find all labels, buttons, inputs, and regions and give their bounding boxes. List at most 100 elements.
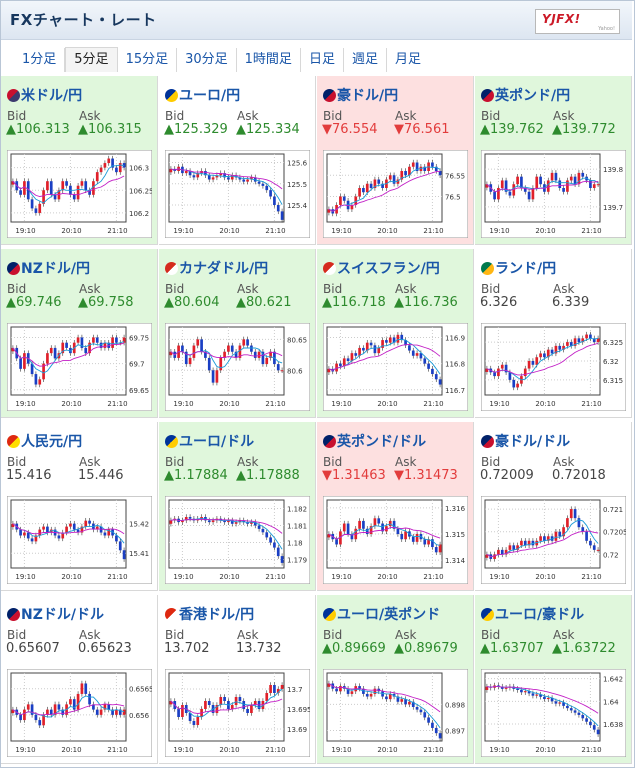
candle-body — [234, 522, 238, 524]
candle-body — [95, 526, 99, 530]
candle-body — [211, 520, 215, 523]
candlestick-chart[interactable]: 69.75 69.7 69.65 19:10 20:10 21:10 — [7, 323, 152, 411]
candlestick-chart[interactable]: 125.6 125.5 125.4 19:10 20:10 21:10 — [165, 150, 310, 238]
x-tick-label: 20:10 — [219, 573, 239, 581]
candlestick-chart[interactable]: 15.42 15.41 19:10 20:10 21:10 — [7, 496, 152, 584]
bid-value-text: 6.326 — [480, 295, 518, 310]
rate-cell: 香港ドル/円 Bid Ask 13.702 13.732 13.7 13.695 13.69 1… — [159, 595, 316, 764]
candlestick-chart[interactable]: 1.642 1.64 1.638 19:10 20:10 21:10 — [481, 669, 626, 757]
candle-body — [354, 353, 358, 356]
candlestick-chart[interactable]: 13.7 13.695 13.69 19:10 20:10 21:10 — [165, 669, 310, 757]
ask-label: Ask — [553, 628, 575, 642]
yjfx-logo[interactable]: YJFX! Yahoo! — [535, 9, 620, 34]
pair-link[interactable]: 英ポンド/円 — [481, 85, 570, 105]
candlestick-chart[interactable]: 80.65 80.6 19:10 20:10 21:10 — [165, 323, 310, 411]
candle-body — [335, 539, 338, 545]
tab-3[interactable]: 30分足 — [177, 48, 237, 72]
y-tick-label: 116.7 — [445, 387, 465, 395]
candle-body — [346, 688, 350, 694]
pair-link[interactable]: 豪ドル/円 — [323, 85, 398, 105]
pair-link[interactable]: NZドル/円 — [7, 258, 90, 278]
pair-link[interactable]: NZドル/ドル — [7, 604, 104, 624]
pair-link[interactable]: ユーロ/円 — [165, 85, 240, 105]
x-tick-label: 19:10 — [173, 573, 193, 581]
candlestick-chart[interactable]: 106.3 106.25 106.2 19:10 20:10 21:10 — [7, 150, 152, 238]
pair-link[interactable]: ユーロ/ドル — [165, 431, 254, 451]
pair-link[interactable]: 人民元/円 — [7, 431, 82, 451]
candle-body — [207, 357, 211, 371]
candlestick-chart[interactable]: 1.182 1.181 1.18 1.179 19:10 20:10 21:10 — [165, 496, 310, 584]
candle-body — [257, 525, 261, 529]
candle-body — [411, 701, 415, 707]
candle-body — [250, 522, 253, 524]
candlestick-chart[interactable]: 6.325 6.32 6.315 19:10 20:10 21:10 — [481, 323, 626, 411]
candle-body — [192, 345, 196, 358]
candle-body — [169, 168, 173, 173]
candle-body — [122, 709, 126, 715]
x-tick-label: 20:10 — [377, 227, 397, 235]
tab-1[interactable]: 5分足 — [65, 47, 118, 72]
candle-body — [369, 183, 373, 188]
candlestick-chart[interactable]: 76.55 76.5 19:10 20:10 21:10 — [323, 150, 468, 238]
candle-body — [118, 342, 122, 344]
moving-average-line — [12, 341, 125, 374]
candle-body — [516, 383, 519, 388]
tab-6[interactable]: 週足 — [344, 48, 387, 72]
candlestick-chart[interactable]: 139.8 139.7 19:10 20:10 21:10 — [481, 150, 626, 238]
candle-body — [46, 181, 49, 191]
y-tick-label: 1.638 — [603, 721, 623, 729]
candle-body — [558, 702, 562, 704]
up-arrow-icon: ▲ — [322, 641, 332, 656]
candle-body — [95, 709, 99, 715]
pair-link[interactable]: 豪ドル/ドル — [481, 431, 570, 451]
candle-body — [566, 518, 569, 528]
x-tick-label: 21:10 — [581, 400, 601, 408]
pair-link[interactable]: ユーロ/豪ドル — [481, 604, 584, 624]
tab-4[interactable]: 1時間足 — [237, 48, 301, 72]
candle-body — [118, 163, 122, 173]
candlestick-chart[interactable]: 116.9 116.8 116.7 19:10 20:10 21:10 — [323, 323, 468, 411]
candle-body — [562, 702, 565, 706]
currency-flag-icon — [165, 435, 178, 448]
pair-link[interactable]: カナダドル/円 — [165, 258, 268, 278]
down-arrow-icon: ▼ — [322, 468, 332, 483]
bid-label: Bid — [7, 109, 27, 123]
moving-average-line — [486, 180, 599, 193]
candlestick-chart[interactable]: 1.316 1.315 1.314 19:10 20:10 21:10 — [323, 496, 468, 584]
candle-body — [500, 686, 504, 689]
candlestick-chart[interactable]: 0.898 0.897 19:10 20:10 21:10 — [323, 669, 468, 757]
x-tick-label: 19:10 — [331, 400, 351, 408]
currency-flag-icon — [481, 608, 494, 621]
bid-value: ▼76.554 — [322, 122, 378, 137]
pair-link[interactable]: ランド/円 — [481, 258, 556, 278]
ask-label: Ask — [79, 455, 101, 469]
y-tick-label: 80.6 — [287, 367, 303, 375]
candle-body — [115, 535, 118, 542]
bid-value: ▲139.762 — [480, 122, 544, 137]
tab-7[interactable]: 月足 — [394, 52, 421, 67]
y-tick-label: 76.5 — [445, 194, 461, 202]
candle-body — [400, 171, 404, 180]
x-tick-label: 21:10 — [581, 573, 601, 581]
candle-body — [573, 176, 577, 185]
candle-body — [423, 712, 427, 718]
pair-link[interactable]: 香港ドル/円 — [165, 604, 254, 624]
pair-link[interactable]: スイスフラン/円 — [323, 258, 440, 278]
ask-value-text: 13.732 — [236, 641, 282, 656]
candle-body — [339, 196, 342, 205]
candle-body — [238, 177, 242, 180]
pair-link[interactable]: 米ドル/円 — [7, 85, 82, 105]
pair-link[interactable]: ユーロ/英ポンド — [323, 604, 440, 624]
candle-body — [84, 520, 88, 527]
candlestick-chart[interactable]: 0.721 0.7205 0.72 19:10 20:10 21:10 — [481, 496, 626, 584]
y-tick-label: 139.7 — [603, 204, 623, 212]
candle-body — [57, 704, 61, 710]
tab-5[interactable]: 日足 — [301, 48, 344, 72]
tab-2[interactable]: 15分足 — [118, 48, 178, 72]
ask-value-text: 1.31473 — [404, 468, 458, 483]
candlestick-chart[interactable]: 0.6565 0.656 19:10 20:10 21:10 — [7, 669, 152, 757]
tab-0[interactable]: 1分足 — [8, 48, 66, 72]
candle-body — [111, 337, 114, 348]
pair-link[interactable]: 英ポンド/ドル — [323, 431, 426, 451]
candle-body — [339, 363, 342, 367]
